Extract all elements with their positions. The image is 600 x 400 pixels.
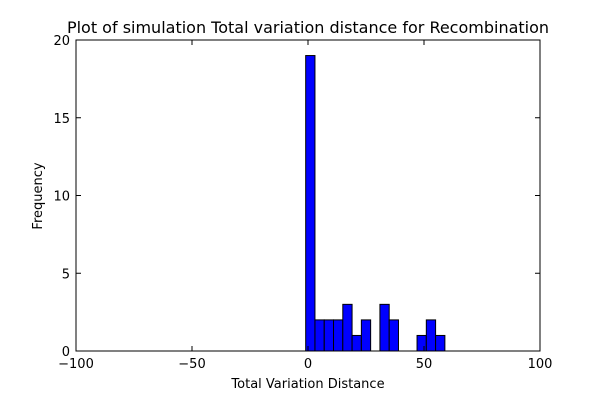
histogram-bar bbox=[323, 319, 335, 352]
histogram-bar bbox=[333, 319, 344, 352]
plot-frame bbox=[75, 39, 541, 352]
chart-title: Plot of simulation Total variation dista… bbox=[67, 18, 549, 37]
histogram-bar bbox=[379, 303, 390, 352]
x-tick-label: 100 bbox=[528, 357, 553, 372]
x-tick-label: 0 bbox=[304, 357, 312, 372]
x-tick-label: −50 bbox=[178, 357, 205, 372]
y-tick-label: 20 bbox=[53, 34, 70, 49]
x-tick-label: 50 bbox=[416, 357, 433, 372]
histogram-bar bbox=[305, 55, 316, 352]
histogram-bar bbox=[314, 319, 325, 352]
axis-ticks: −100 −50 0 50 100 0 5 10 15 20 bbox=[53, 34, 552, 372]
x-axis-label: Total Variation Distance bbox=[230, 377, 384, 392]
histogram-bar bbox=[388, 319, 399, 352]
histogram-bar bbox=[342, 303, 353, 352]
y-tick-label: 0 bbox=[62, 345, 70, 360]
x-tick-label: −100 bbox=[58, 357, 94, 372]
y-tick-label: 5 bbox=[62, 267, 70, 282]
histogram-bar bbox=[416, 334, 427, 352]
histogram-bar bbox=[435, 334, 446, 352]
y-tick-label: 10 bbox=[53, 190, 70, 205]
histogram-bar bbox=[351, 334, 362, 352]
histogram-bar bbox=[425, 319, 437, 352]
histogram-bar bbox=[360, 319, 372, 352]
histogram-bars bbox=[305, 55, 446, 352]
y-axis-label: Frequency bbox=[31, 162, 46, 229]
y-tick-label: 15 bbox=[53, 112, 70, 127]
